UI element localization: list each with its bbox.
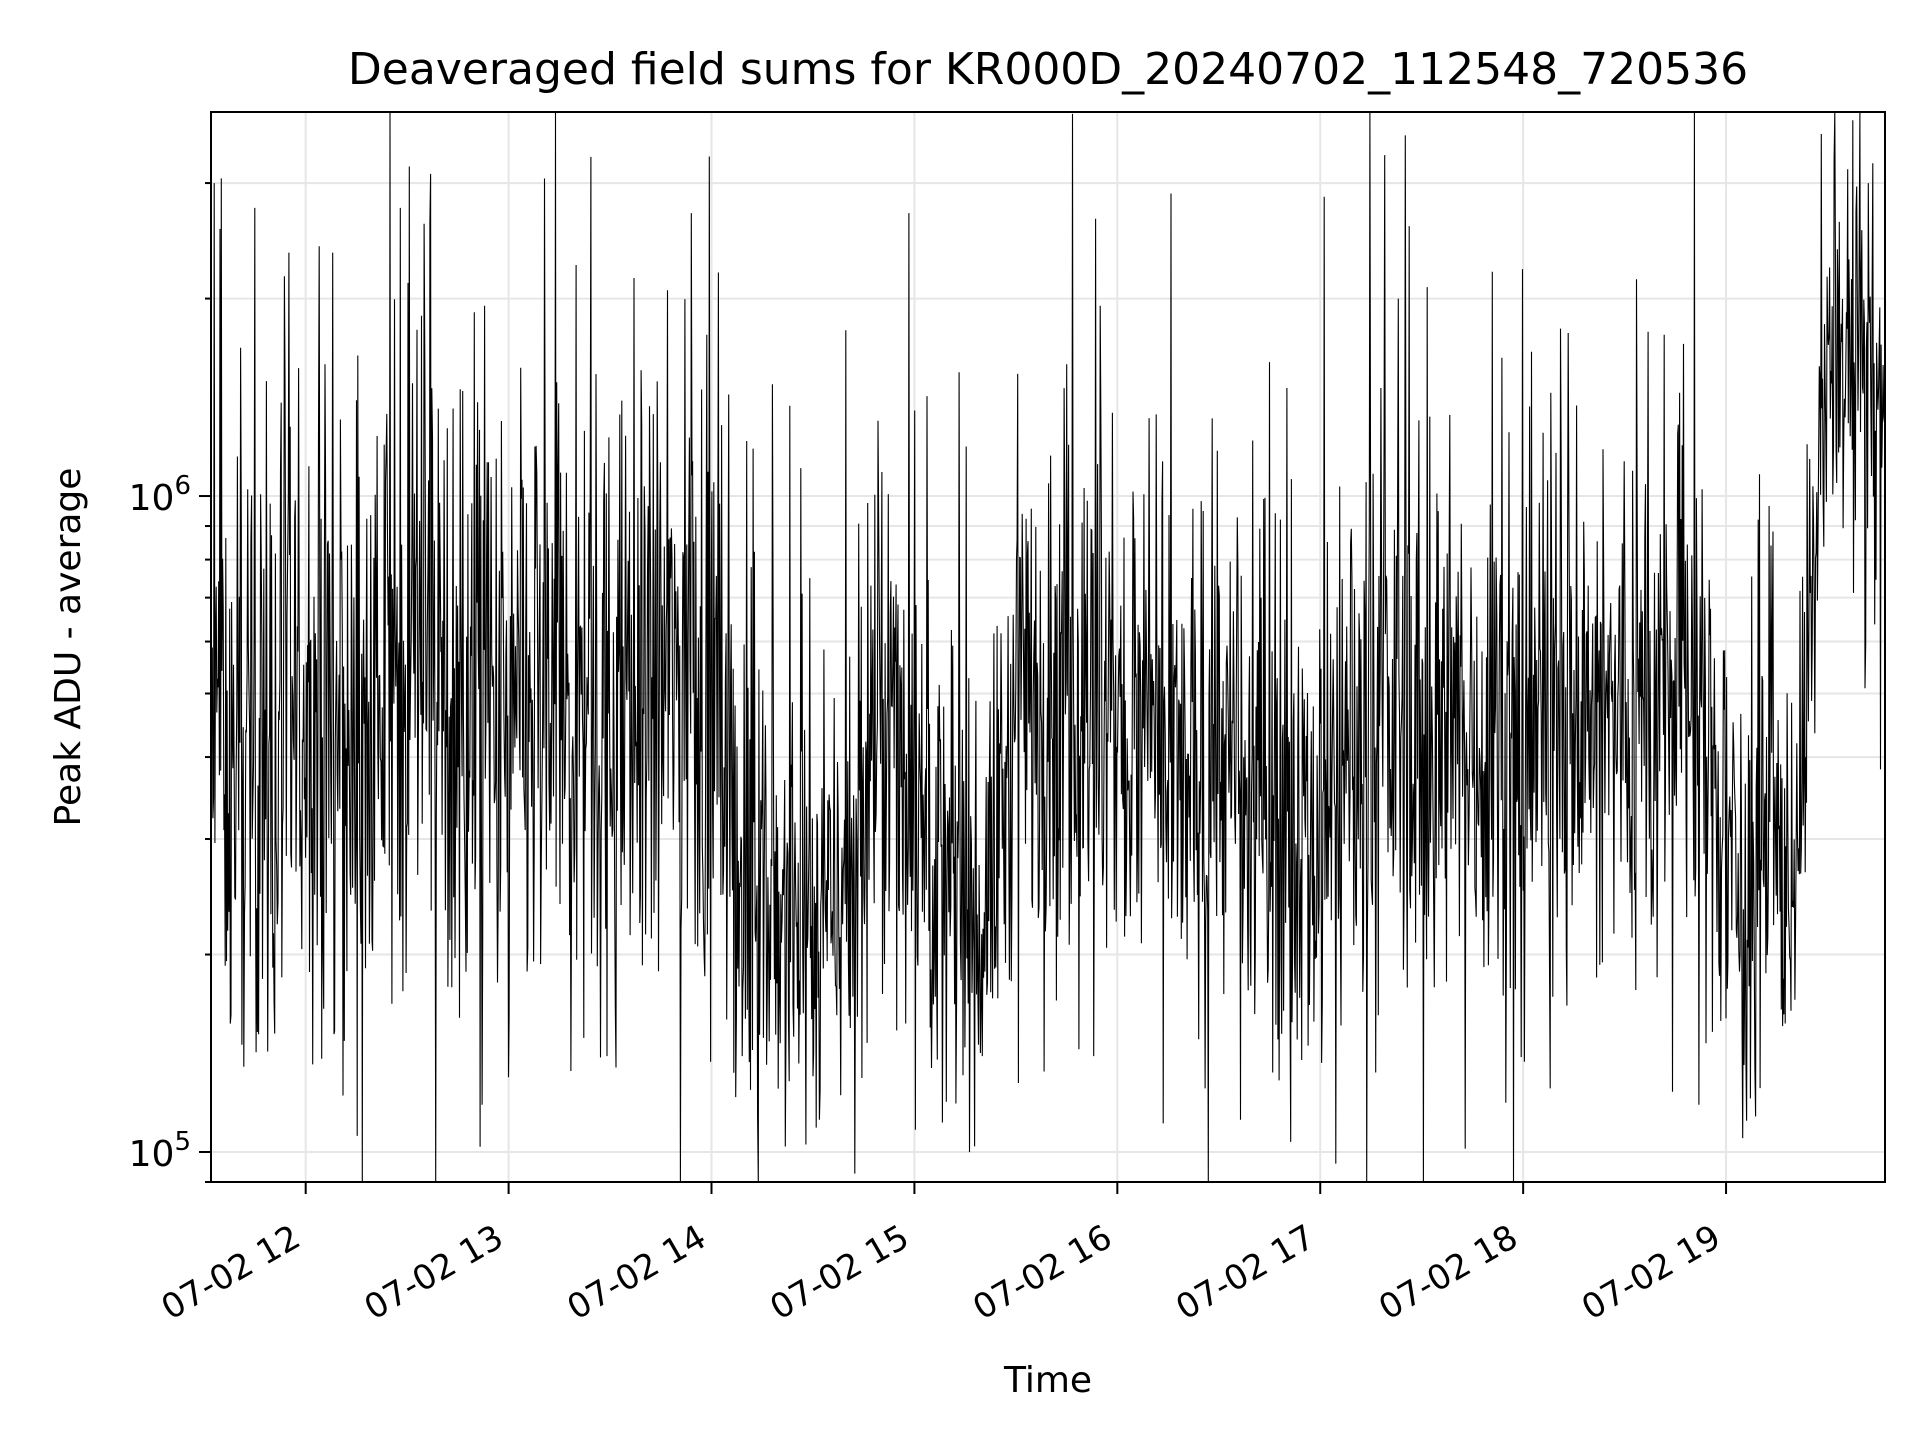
y-tick-label: 105 [129, 1127, 191, 1175]
series-line [210, 111, 1886, 1183]
y-axis: 105 106 [129, 182, 211, 1183]
series-layer [210, 111, 1886, 1183]
plot-frame [210, 111, 1886, 1183]
y-axis-label: Peak ADU - average [48, 468, 89, 827]
y-tick-label: 106 [129, 471, 191, 519]
chart-title: Deaveraged field sums for KR000D_2024070… [348, 44, 1748, 95]
x-axis-label: Time [1003, 1360, 1092, 1401]
